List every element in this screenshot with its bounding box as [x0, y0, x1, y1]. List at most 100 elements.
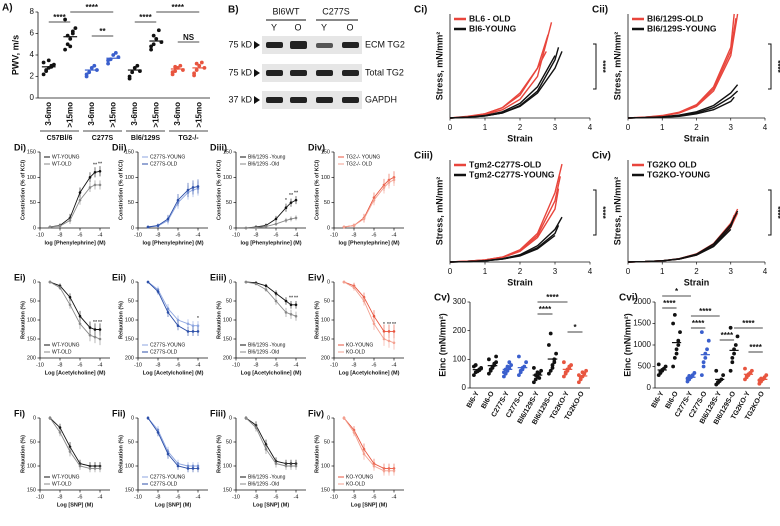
data-point — [584, 368, 588, 373]
data-point — [382, 186, 386, 189]
data-point — [749, 368, 754, 373]
data-point — [176, 324, 180, 328]
data-point — [176, 318, 180, 322]
data-point — [676, 343, 681, 347]
significance-label: **** — [172, 3, 185, 12]
marker-label: 75 kD — [228, 39, 252, 49]
data-point — [68, 303, 72, 307]
x-tick-label: 0 — [626, 267, 631, 276]
y-tick-label: 50 — [128, 298, 134, 304]
data-point — [473, 363, 478, 367]
y-tick-label: 150 — [125, 487, 134, 493]
data-point — [46, 58, 51, 63]
response-curve — [49, 281, 101, 340]
data-point — [88, 176, 92, 179]
data-point — [151, 33, 156, 38]
x-tick-label: -6 — [274, 362, 279, 368]
data-point — [244, 416, 248, 420]
response-curve — [245, 281, 296, 306]
y-tick-label: 200 — [321, 355, 330, 361]
data-point — [289, 313, 293, 316]
x-tick-label: -6 — [176, 362, 181, 368]
x-tick-label: 1 — [660, 267, 665, 276]
x-tick-label: -10 — [36, 232, 44, 238]
data-point — [113, 50, 118, 55]
age-label: Y — [321, 22, 327, 32]
significance-bracket — [593, 189, 597, 236]
y-tick-label: 0 — [647, 383, 652, 392]
y-tick-label: 100 — [223, 175, 232, 181]
data-point — [58, 426, 62, 429]
x-tick-label: -4 — [196, 232, 201, 238]
data-point — [78, 322, 82, 326]
data-point — [362, 299, 366, 303]
age-label: O — [294, 22, 301, 32]
x-tick-label: 0 — [448, 123, 453, 132]
legend-label: BL6 - OLD — [469, 13, 511, 23]
data-point — [505, 364, 510, 369]
legend-label: WT-OLD — [52, 161, 72, 167]
data-point — [87, 70, 92, 75]
significance-label: ** — [289, 193, 294, 199]
y-tick-label: 150 — [125, 336, 134, 342]
y-tick-label: 100 — [453, 354, 467, 363]
x-tick-label: -6 — [372, 362, 377, 368]
y-tick-label: 0 — [462, 383, 467, 392]
y-axis-label: Constriction (% of KCl) — [314, 160, 320, 220]
data-point — [733, 343, 738, 347]
data-point — [392, 330, 396, 333]
x-axis-label: Log [Acetylcholine] (M) — [143, 370, 204, 376]
panel-label: Eii) — [112, 272, 126, 282]
data-point — [382, 469, 386, 473]
data-point — [392, 469, 396, 473]
y-tick-label: 50 — [226, 298, 232, 304]
data-point — [78, 314, 82, 318]
x-axis-label: Log [SNP] (M) — [253, 502, 290, 508]
panel-label: Div) — [308, 142, 325, 152]
legend-label: KO-OLD — [346, 349, 366, 355]
marker-label: 37 kD — [228, 94, 252, 104]
y-tick-label: 50 — [128, 439, 134, 445]
data-point — [194, 61, 199, 66]
data-point — [149, 47, 153, 52]
data-point — [274, 217, 278, 221]
x-tick-label: -8 — [254, 494, 259, 500]
stress-curve — [449, 234, 556, 263]
significance-label: **** — [86, 3, 99, 12]
x-tick-label: 2 — [518, 123, 523, 132]
data-point — [524, 360, 528, 365]
y-tick-label: 0 — [131, 279, 134, 285]
response-curve — [245, 217, 297, 229]
x-axis-label: Log [SNP] (M) — [351, 502, 388, 508]
data-point — [362, 452, 366, 456]
panel-label: A) — [2, 3, 13, 14]
x-tick-label: -6 — [372, 494, 377, 500]
significance-label: * — [383, 322, 386, 328]
data-point — [674, 347, 679, 352]
data-point — [178, 63, 183, 68]
response-curve — [147, 186, 199, 228]
strain-label: C277S — [322, 6, 350, 16]
y-tick-label: 150 — [223, 149, 232, 155]
panel-label: Eiii) — [210, 272, 227, 282]
y-axis-label: Relaxation (%) — [118, 301, 124, 339]
legend-label: Bl6/129S-YOUNG — [647, 23, 717, 33]
category-label: 3-6mo — [130, 102, 139, 126]
stress-curve — [449, 55, 556, 119]
x-tick-label: -4 — [98, 494, 103, 500]
data-point — [58, 224, 62, 228]
data-point — [502, 370, 506, 375]
response-curve — [245, 417, 296, 467]
data-point — [488, 367, 493, 372]
data-point — [730, 356, 735, 360]
data-point — [507, 360, 512, 365]
data-point — [191, 330, 195, 333]
protein-label: Total TG2 — [365, 67, 404, 77]
x-tick-label: -4 — [294, 494, 299, 500]
response-curve — [147, 417, 198, 467]
y-tick-label: 150 — [125, 149, 134, 155]
data-point — [562, 374, 566, 379]
data-point — [44, 68, 49, 72]
significance-label: **** — [692, 319, 705, 328]
data-point — [342, 416, 346, 420]
